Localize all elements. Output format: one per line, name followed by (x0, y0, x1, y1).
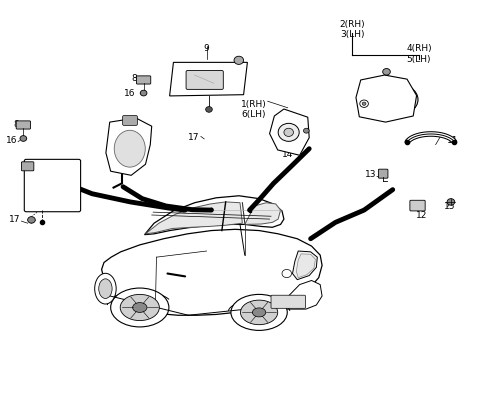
Ellipse shape (111, 288, 169, 327)
FancyBboxPatch shape (271, 295, 305, 308)
FancyBboxPatch shape (410, 200, 425, 211)
Circle shape (383, 68, 390, 75)
Circle shape (447, 199, 455, 205)
Ellipse shape (114, 130, 145, 167)
Text: 13: 13 (364, 170, 376, 178)
Circle shape (205, 107, 212, 112)
Text: 17: 17 (188, 133, 199, 142)
Text: 12: 12 (416, 211, 427, 220)
Circle shape (360, 100, 368, 108)
FancyBboxPatch shape (24, 159, 81, 212)
Circle shape (28, 217, 35, 223)
Ellipse shape (99, 279, 112, 298)
Text: 16: 16 (6, 136, 17, 145)
Ellipse shape (120, 295, 159, 321)
Text: 8: 8 (14, 119, 20, 129)
Circle shape (282, 269, 291, 278)
Circle shape (20, 136, 27, 141)
Text: 4(RH)
5(LH): 4(RH) 5(LH) (406, 44, 432, 64)
Polygon shape (106, 118, 152, 176)
Text: 15: 15 (444, 201, 456, 211)
FancyBboxPatch shape (378, 169, 388, 178)
Polygon shape (169, 62, 247, 96)
Circle shape (234, 56, 243, 64)
Text: 11: 11 (446, 136, 458, 145)
Text: 9: 9 (204, 44, 209, 54)
Polygon shape (250, 281, 322, 309)
Text: 7: 7 (139, 157, 145, 166)
Polygon shape (102, 229, 322, 315)
FancyBboxPatch shape (186, 70, 223, 89)
Circle shape (362, 102, 366, 105)
FancyBboxPatch shape (136, 76, 151, 84)
Circle shape (278, 123, 299, 141)
Circle shape (303, 128, 309, 133)
Text: 14: 14 (282, 150, 293, 159)
Text: 8: 8 (132, 74, 137, 83)
Ellipse shape (370, 83, 418, 116)
Polygon shape (144, 196, 284, 235)
Polygon shape (296, 254, 315, 278)
Polygon shape (145, 202, 242, 234)
Polygon shape (245, 203, 281, 225)
Polygon shape (270, 109, 309, 155)
Text: 10: 10 (45, 183, 56, 192)
FancyBboxPatch shape (122, 115, 137, 125)
Text: 16: 16 (123, 89, 135, 98)
Polygon shape (356, 75, 417, 122)
Text: 2(RH)
3(LH): 2(RH) 3(LH) (339, 20, 365, 39)
FancyBboxPatch shape (16, 121, 31, 129)
Text: 1(RH)
6(LH): 1(RH) 6(LH) (240, 100, 266, 119)
FancyBboxPatch shape (22, 162, 34, 171)
Ellipse shape (95, 273, 116, 304)
Ellipse shape (240, 300, 278, 325)
Text: 17: 17 (9, 215, 21, 224)
Ellipse shape (252, 308, 266, 317)
Circle shape (284, 128, 293, 136)
Circle shape (140, 90, 147, 96)
Ellipse shape (231, 295, 287, 330)
Polygon shape (292, 251, 317, 280)
Ellipse shape (132, 302, 147, 312)
